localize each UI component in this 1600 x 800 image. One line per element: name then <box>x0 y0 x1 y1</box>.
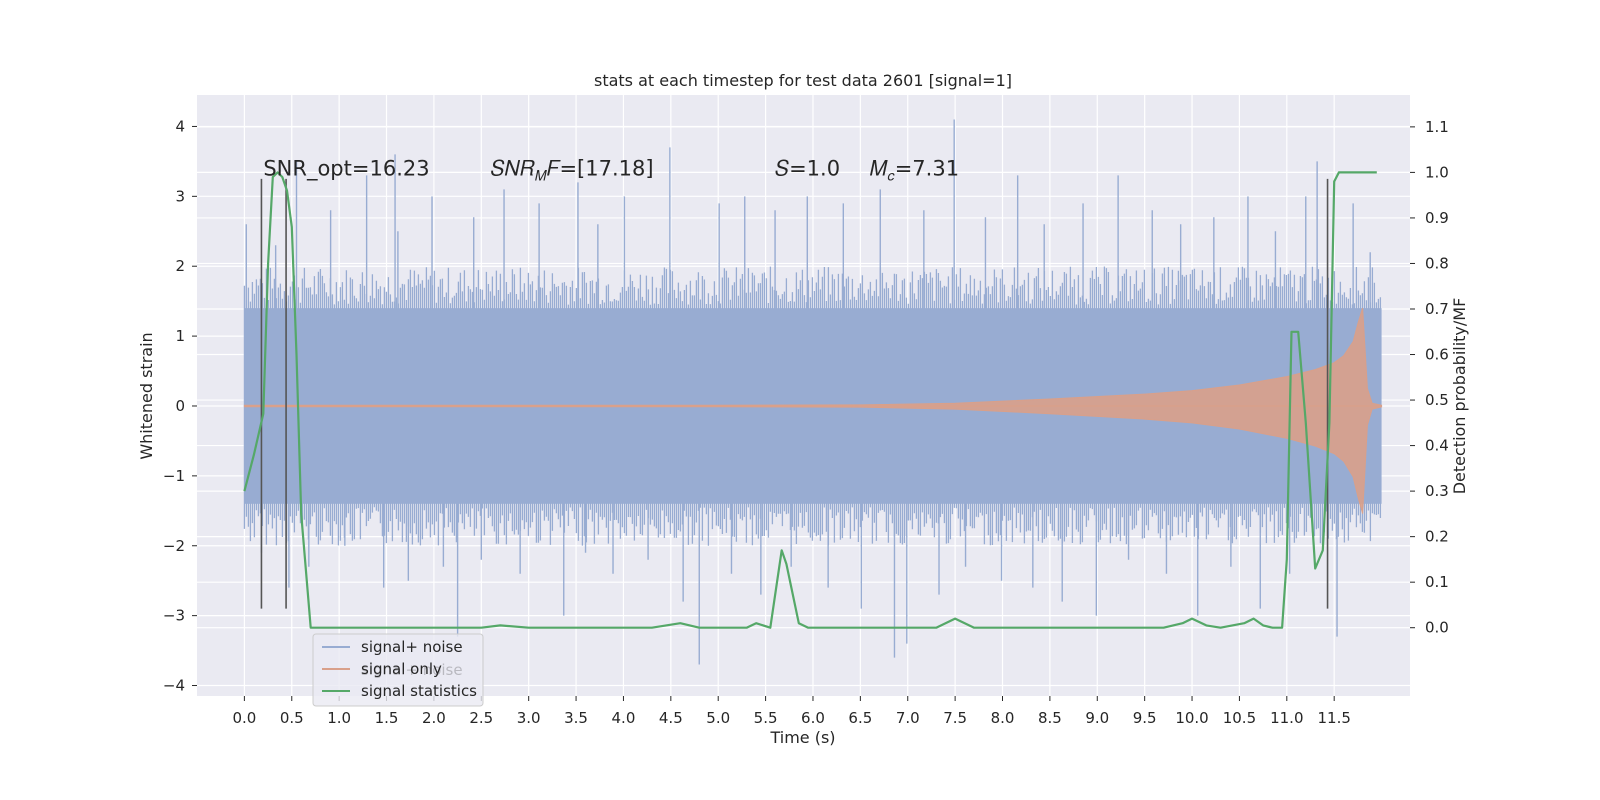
x-tick-label-13: 6.5 <box>848 709 872 727</box>
annotation-3: 𝑀𝑐=7.31 <box>870 156 959 184</box>
y-tick-label-7: 3 <box>175 187 185 205</box>
stats-line <box>243 171 1377 629</box>
legend: signal+ noise signal+ noise signal only … <box>312 633 484 707</box>
x-tick-label-15: 7.5 <box>943 709 967 727</box>
y-tick-label-2: −2 <box>163 537 185 555</box>
x-tick-label-2: 1.0 <box>327 709 351 727</box>
x-tick-label-10: 5.0 <box>706 709 730 727</box>
x-tick-label-4: 2.0 <box>422 709 446 727</box>
y2-tick-label-4: 0.4 <box>1425 437 1449 455</box>
x-tick-label-21: 10.5 <box>1223 709 1256 727</box>
x-axis-ticks: 0.0 0.5 1.0 1.5 2.0 2.5 3.0 3.5 4.0 4.5 5.0 5.5 6.0 6… <box>232 696 1351 727</box>
legend-ghost-text: signal+ noise <box>361 661 463 679</box>
annotations: SNR_opt=16.23 𝑆𝑁𝑅𝑀𝐹=[17.18] 𝑆=1.0 𝑀𝑐=7.31 <box>263 156 959 184</box>
annotation-1: 𝑆𝑁𝑅𝑀𝐹=[17.18] <box>491 156 654 184</box>
y2-axis-ticks: 0.0 0.1 0.2 0.3 0.4 0.5 0.6 0.7 0.8 0.9 1.0 1.1 <box>1410 118 1449 637</box>
series-signal-only <box>243 307 1383 514</box>
y2-tick-label-1: 0.1 <box>1425 573 1449 591</box>
signal-only-envelope <box>243 307 1383 514</box>
x-axis-label: Time (s) <box>769 728 835 747</box>
x-tick-label-19: 9.5 <box>1133 709 1157 727</box>
y2-tick-label-9: 0.9 <box>1425 209 1449 227</box>
y2-tick-label-8: 0.8 <box>1425 254 1449 272</box>
y2-tick-label-0: 0.0 <box>1425 619 1449 637</box>
series-signal-statistics <box>243 171 1377 629</box>
y-tick-label-1: −3 <box>163 607 185 625</box>
y2-tick-label-2: 0.2 <box>1425 528 1449 546</box>
y2-tick-label-10: 1.0 <box>1425 163 1449 181</box>
legend-label-signal-noise: signal+ noise <box>361 638 463 656</box>
x-tick-label-1: 0.5 <box>280 709 304 727</box>
y-axis-label: Whitened strain <box>137 332 156 459</box>
x-tick-label-7: 3.5 <box>564 709 588 727</box>
chart-title: stats at each timestep for test data 260… <box>594 71 1012 90</box>
x-tick-label-23: 11.5 <box>1317 709 1350 727</box>
x-tick-label-9: 4.5 <box>659 709 683 727</box>
x-tick-label-3: 1.5 <box>375 709 399 727</box>
y-tick-label-6: 2 <box>175 257 185 275</box>
x-tick-label-17: 8.5 <box>1038 709 1062 727</box>
y2-tick-label-11: 1.1 <box>1425 118 1449 136</box>
y-axis-ticks: −4 −3 −2 −1 0 1 2 3 4 <box>163 117 197 695</box>
vertical-lines <box>260 178 1329 609</box>
x-tick-label-12: 6.0 <box>801 709 825 727</box>
y-tick-label-5: 1 <box>175 327 185 345</box>
x-tick-label-14: 7.0 <box>896 709 920 727</box>
legend-box <box>312 633 484 707</box>
x-tick-label-22: 11.0 <box>1270 709 1303 727</box>
legend-label-signal-statistics: signal statistics <box>361 682 477 700</box>
x-tick-label-8: 4.0 <box>612 709 636 727</box>
x-tick-label-20: 10.0 <box>1175 709 1208 727</box>
x-tick-label-18: 9.0 <box>1085 709 1109 727</box>
x-tick-label-0: 0.0 <box>232 709 256 727</box>
y2-tick-label-6: 0.6 <box>1425 346 1449 364</box>
y2-axis-label: Detection probability/MF <box>1450 298 1469 495</box>
y-tick-label-8: 4 <box>175 117 185 135</box>
x-tick-label-6: 3.0 <box>517 709 541 727</box>
legend-label-signal-only: signal only <box>361 660 442 678</box>
y-tick-label-4: 0 <box>175 397 185 415</box>
x-tick-label-16: 8.0 <box>991 709 1015 727</box>
y2-tick-label-7: 0.7 <box>1425 300 1449 318</box>
y-tick-label-3: −1 <box>163 467 185 485</box>
y2-tick-label-3: 0.3 <box>1425 482 1449 500</box>
y-tick-label-0: −4 <box>163 677 185 695</box>
x-tick-label-11: 5.5 <box>754 709 778 727</box>
y2-tick-label-5: 0.5 <box>1425 391 1449 409</box>
annotation-0: SNR_opt=16.23 <box>263 156 429 181</box>
x-tick-label-5: 2.5 <box>469 709 493 727</box>
annotation-2: 𝑆=1.0 <box>775 156 840 180</box>
